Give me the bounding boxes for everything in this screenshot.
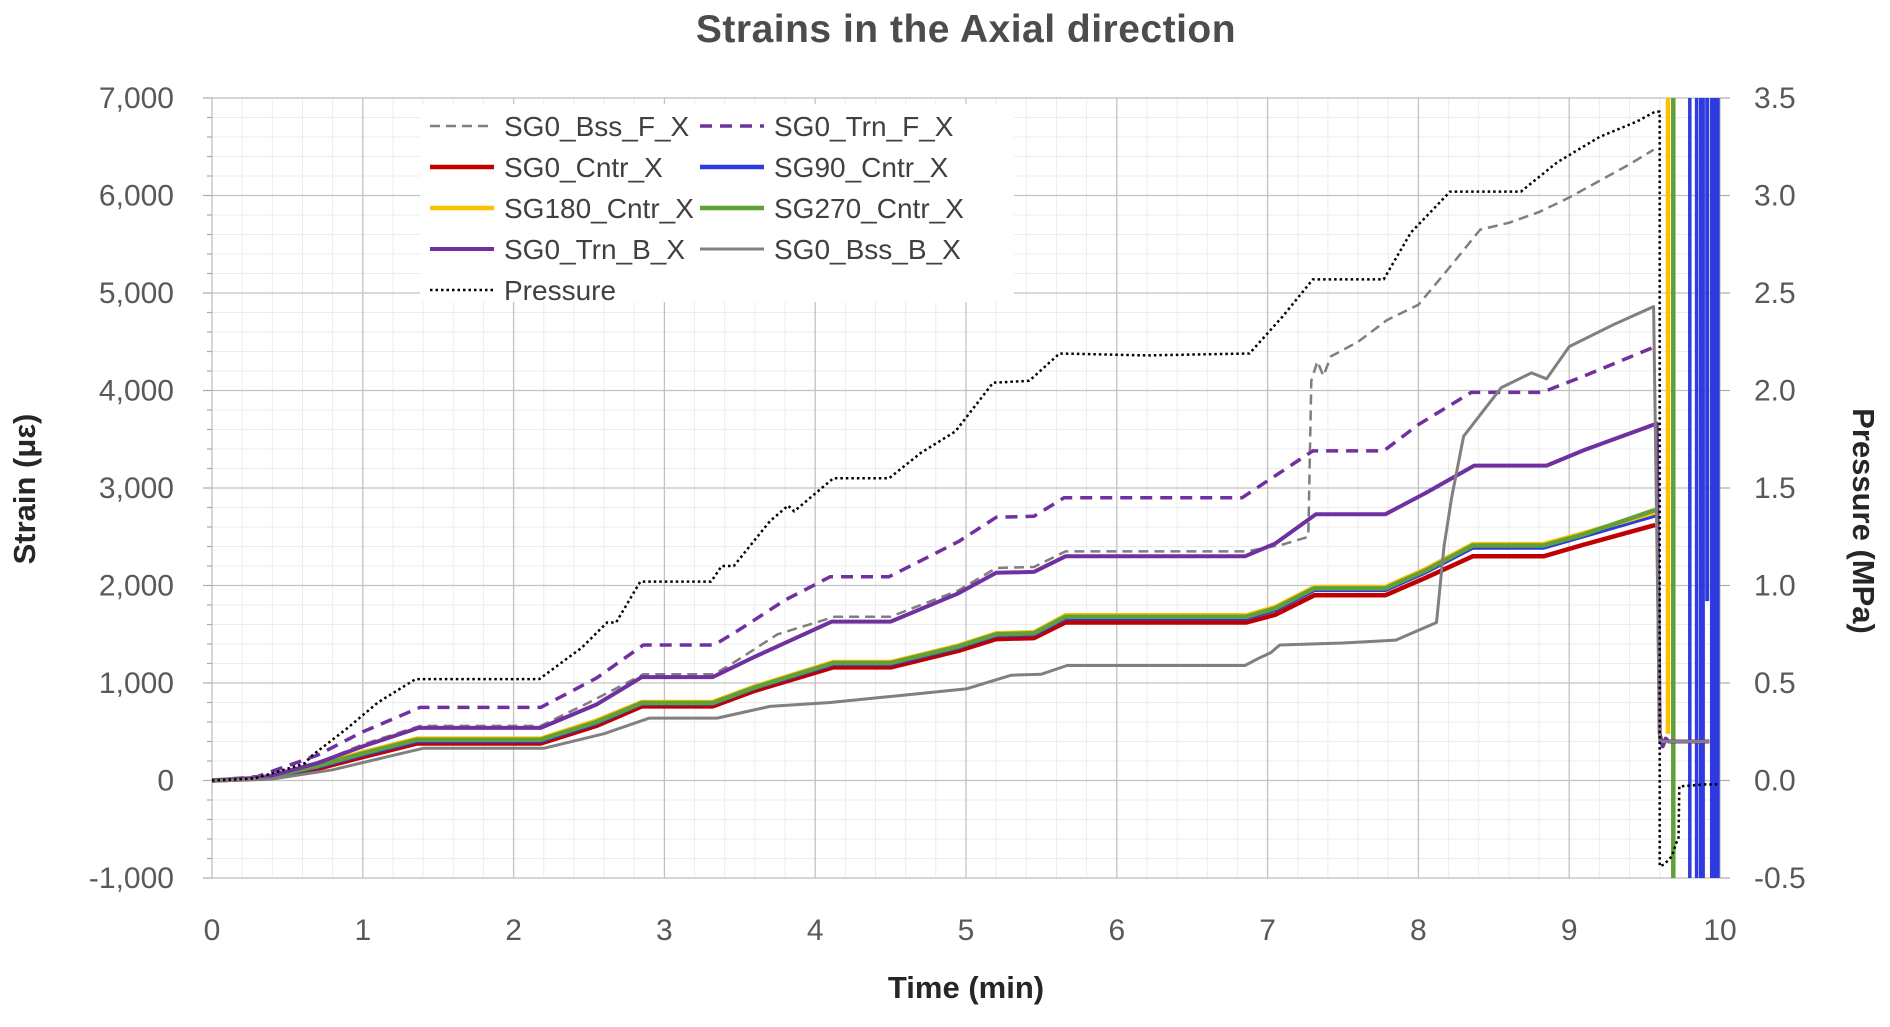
svg-text:Pressure: Pressure: [504, 275, 616, 306]
legend-item-SG0_Trn_B_X: SG0_Trn_B_X: [430, 234, 685, 265]
svg-text:2: 2: [505, 914, 522, 947]
y-axis-left: -1,000 0 1,000 2,000 3,000 4,000 5,000 6,000 7,0…: [89, 82, 212, 895]
svg-text:3.0: 3.0: [1754, 180, 1796, 213]
legend-item-SG90_Cntr_X: SG90_Cntr_X: [700, 152, 949, 183]
svg-text:SG0_Trn_F_X: SG0_Trn_F_X: [774, 111, 954, 142]
chart-title: Strains in the Axial direction: [695, 8, 1237, 51]
svg-text:-0.5: -0.5: [1754, 862, 1806, 895]
svg-text:4: 4: [807, 914, 824, 947]
svg-text:5,000: 5,000: [99, 277, 174, 310]
svg-text:10: 10: [1703, 914, 1736, 947]
series-SG270_Cntr_X: [211, 98, 1676, 878]
legend-item-SG0_Cntr_X: SG0_Cntr_X: [430, 152, 663, 183]
svg-text:9: 9: [1561, 914, 1578, 947]
x-axis: 0 1 2 3 4 5 6 7 8 9 10: [204, 914, 1737, 947]
svg-text:SG90_Cntr_X: SG90_Cntr_X: [774, 152, 949, 183]
svg-text:1: 1: [354, 914, 371, 947]
svg-text:-1,000: -1,000: [89, 862, 174, 895]
svg-text:2,000: 2,000: [99, 570, 174, 603]
svg-text:0.5: 0.5: [1754, 667, 1796, 700]
svg-text:SG0_Trn_B_X: SG0_Trn_B_X: [504, 234, 685, 265]
x-axis-title: Time (min): [887, 970, 1045, 1005]
svg-text:3: 3: [656, 914, 673, 947]
series-SG0_Cntr_X: [211, 522, 1656, 783]
svg-text:SG0_Cntr_X: SG0_Cntr_X: [504, 152, 663, 183]
series-SG0_Bss_B_X: [211, 305, 1710, 782]
svg-text:8: 8: [1410, 914, 1427, 947]
svg-text:3,000: 3,000: [99, 472, 174, 505]
series-SG0_Bss_F_X: [211, 148, 1655, 782]
svg-text:5: 5: [958, 914, 975, 947]
svg-text:SG0_Bss_B_X: SG0_Bss_B_X: [774, 234, 961, 265]
svg-text:3.5: 3.5: [1754, 82, 1796, 115]
svg-text:7: 7: [1259, 914, 1276, 947]
svg-text:0.0: 0.0: [1754, 765, 1796, 798]
svg-text:1.0: 1.0: [1754, 570, 1796, 603]
y-axis-right: -0.5 0.0 0.5 1.0 1.5 2.0 2.5 3.0 3.5: [1720, 82, 1806, 895]
legend-item-SG180_Cntr_X: SG180_Cntr_X: [430, 193, 694, 224]
svg-text:SG270_Cntr_X: SG270_Cntr_X: [774, 193, 964, 224]
svg-text:1.5: 1.5: [1754, 472, 1796, 505]
svg-text:7,000: 7,000: [99, 82, 174, 115]
svg-text:0: 0: [157, 765, 174, 798]
svg-text:1,000: 1,000: [99, 667, 174, 700]
legend-item-SG0_Bss_B_X: SG0_Bss_B_X: [700, 234, 961, 265]
series-SG0_Trn_F_X: [211, 344, 1656, 783]
svg-text:6,000: 6,000: [99, 180, 174, 213]
svg-text:4,000: 4,000: [99, 375, 174, 408]
svg-text:2.0: 2.0: [1754, 375, 1796, 408]
svg-text:6: 6: [1108, 914, 1125, 947]
series-Pressure: [211, 110, 1720, 868]
legend: SG0_Bss_F_X SG0_Trn_F_X SG0_Cntr_X SG90_Cnt…: [420, 104, 1014, 306]
legend-item-Pressure: Pressure: [430, 275, 616, 306]
svg-text:0: 0: [204, 914, 221, 947]
legend-item-SG270_Cntr_X: SG270_Cntr_X: [700, 193, 964, 224]
legend-item-SG0_Trn_F_X: SG0_Trn_F_X: [700, 111, 954, 142]
svg-text:SG180_Cntr_X: SG180_Cntr_X: [504, 193, 694, 224]
legend-item-SG0_Bss_F_X: SG0_Bss_F_X: [430, 111, 690, 142]
svg-text:2.5: 2.5: [1754, 277, 1796, 310]
svg-text:SG0_Bss_F_X: SG0_Bss_F_X: [504, 111, 690, 142]
